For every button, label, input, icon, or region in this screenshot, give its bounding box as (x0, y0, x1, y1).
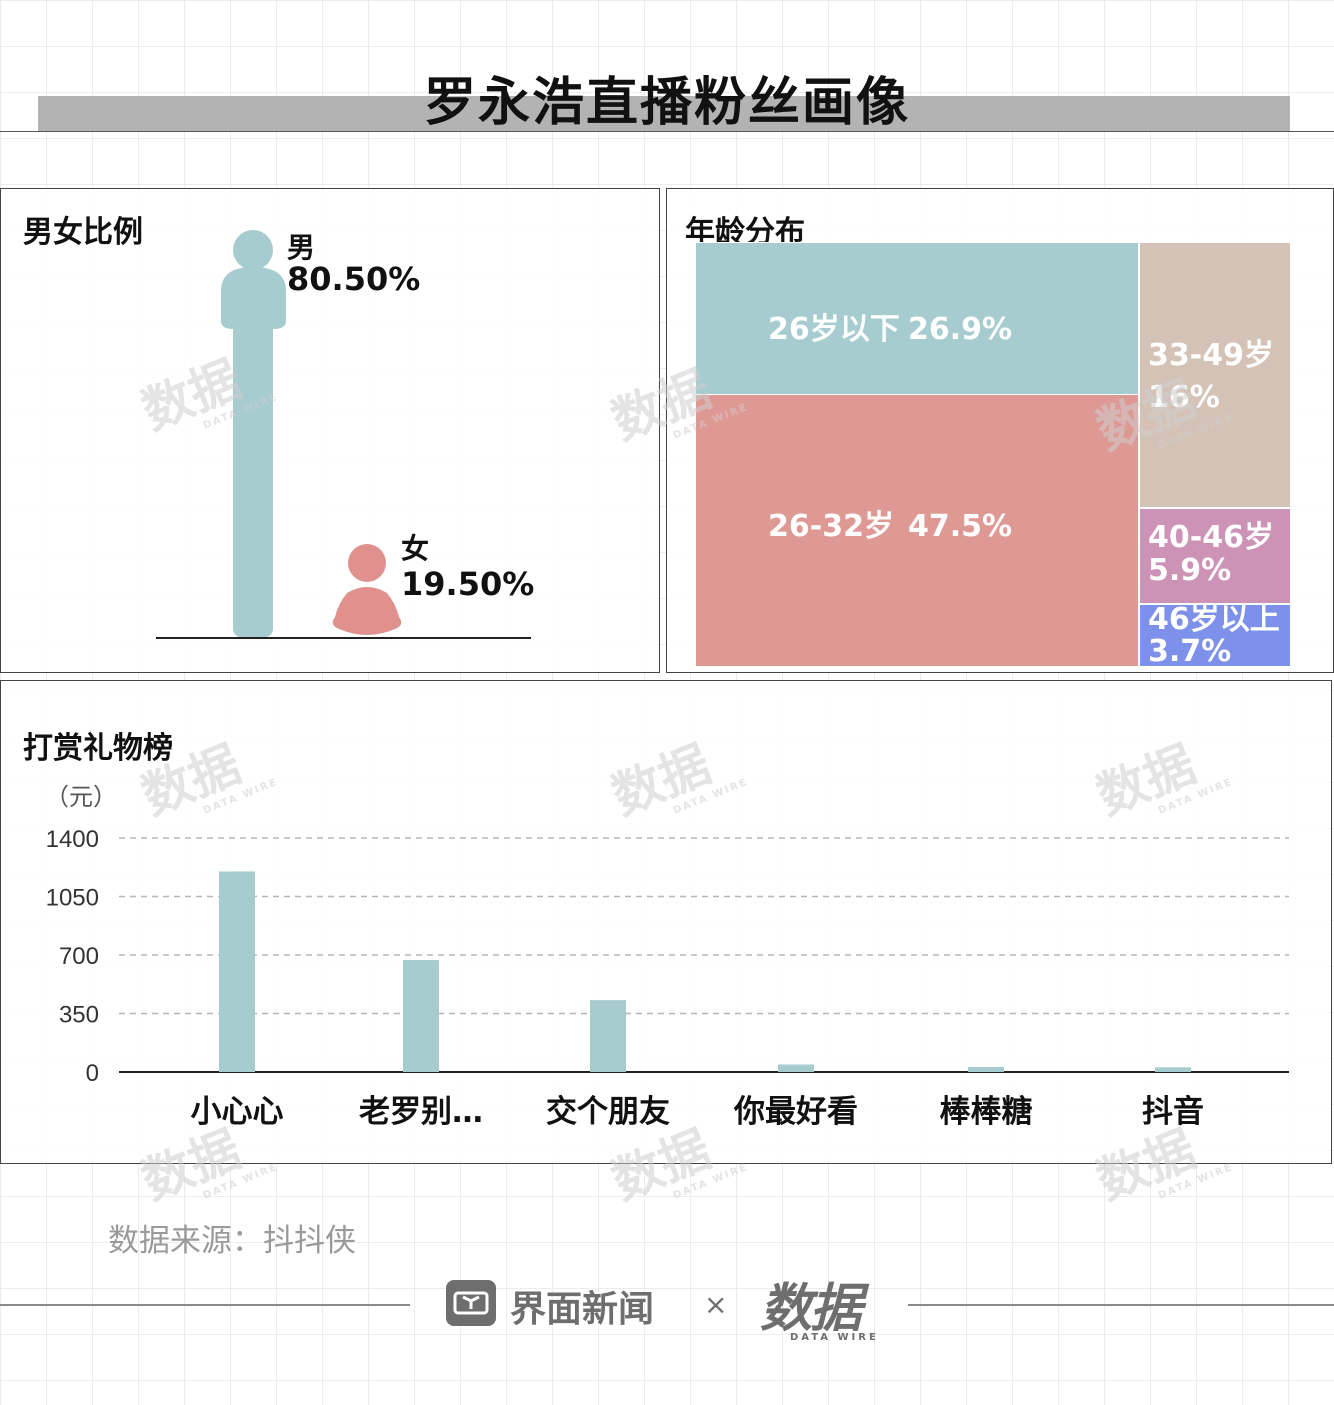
bar (590, 1000, 626, 1072)
x-tick-label: 你最好看 (733, 1094, 858, 1130)
x-tick-label: 老罗别… (359, 1094, 483, 1130)
age-cell-under-26-value: 26.9% (908, 312, 1013, 347)
gender-panel: 男女比例 男 80.50% 女 19.50% (0, 188, 660, 673)
gift-panel: 打赏礼物榜 （元） 0 350 700 1050 1400 小心心 老罗别… 交个朋友 你最好看… (0, 680, 1332, 1164)
female-value: 19.50% (401, 565, 535, 603)
bar (219, 871, 255, 1072)
jiemian-logo-icon (446, 1280, 496, 1326)
age-cell-26-32-value: 47.5% (908, 509, 1013, 544)
y-tick-label: 1400 (46, 826, 99, 853)
x-tick-label: 交个朋友 (546, 1094, 670, 1130)
bar (968, 1066, 1004, 1072)
footer-divider-right (908, 1304, 1334, 1306)
age-cell-40-46-value: 5.9% (1148, 553, 1232, 588)
age-cell-under-26: 26岁以下 26.9% (695, 242, 1139, 395)
page-title: 罗永浩直播粉丝画像 (423, 73, 910, 133)
gift-panel-title: 打赏礼物榜 (23, 731, 173, 766)
age-cell-over-46-name: 46岁以上 (1148, 602, 1280, 637)
male-figure (221, 230, 286, 639)
title-rule (0, 131, 1334, 132)
y-unit-label: （元） (45, 783, 117, 811)
gift-bar-chart: 0 350 700 1050 1400 小心心 老罗别… 交个朋友 你最好看 棒棒糖 抖音 (46, 826, 1289, 1130)
datawire-logo-sub: DATA WIRE (790, 1332, 879, 1343)
bar (403, 960, 439, 1072)
male-label: 男 (287, 231, 316, 264)
times-sign: × (704, 1288, 728, 1321)
y-tick-label: 1050 (46, 885, 99, 912)
y-tick-label: 0 (86, 1060, 99, 1087)
bar (778, 1064, 814, 1072)
datawire-logo: 数据 (760, 1279, 862, 1339)
age-cell-26-32: 26-32岁 47.5% (695, 394, 1139, 667)
footer-divider-left (0, 1304, 410, 1306)
age-cell-over-46: 46岁以上 3.7% (1139, 602, 1291, 669)
age-cell-40-46: 40-46岁 5.9% (1139, 508, 1291, 604)
age-cell-33-49: 33-49岁 16% (1139, 242, 1291, 508)
gender-panel-title: 男女比例 (23, 215, 143, 250)
age-cell-33-49-value: 16% (1148, 380, 1220, 415)
bar (1155, 1067, 1191, 1072)
x-tick-label: 小心心 (191, 1094, 284, 1130)
male-value: 80.50% (287, 260, 421, 298)
source-note: 数据来源：抖抖侠 (108, 1223, 356, 1259)
female-label: 女 (401, 532, 430, 565)
y-tick-label: 700 (59, 943, 99, 970)
age-cell-40-46-name: 40-46岁 (1148, 520, 1274, 555)
y-tick-label: 350 (59, 1002, 99, 1029)
gender-figures (156, 230, 531, 639)
age-panel: 年龄分布 26岁以下 26.9% 26-32岁 47.5% 33-49岁 16%… (666, 188, 1334, 673)
x-tick-label: 棒棒糖 (940, 1094, 1033, 1130)
title-bar (38, 96, 1290, 132)
x-tick-label: 抖音 (1142, 1094, 1204, 1130)
age-cell-over-46-value: 3.7% (1148, 634, 1232, 669)
jiemian-brand: 界面新闻 (510, 1289, 655, 1330)
age-cell-under-26-name: 26岁以下 (768, 312, 900, 347)
female-figure (332, 544, 402, 635)
age-cell-33-49-name: 33-49岁 (1148, 338, 1274, 373)
age-cell-26-32-name: 26-32岁 (768, 509, 894, 544)
